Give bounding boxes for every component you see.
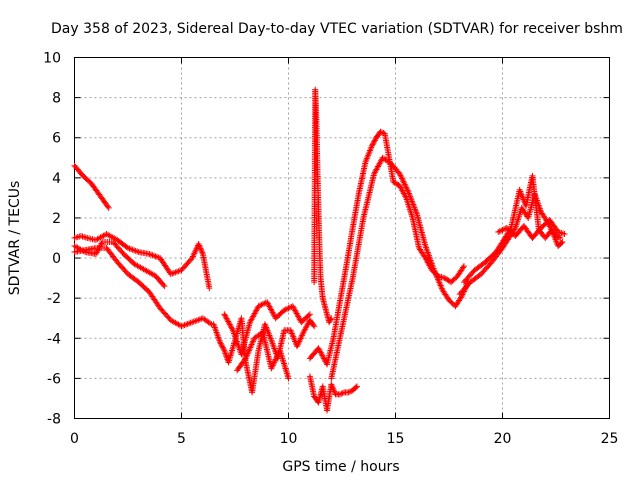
data-point-fill	[258, 301, 265, 308]
x-tick-label: 25	[601, 431, 619, 447]
data-point-fill	[217, 340, 224, 347]
data-point	[336, 391, 343, 398]
data-point	[306, 311, 313, 318]
y-tick-label: 6	[52, 131, 61, 147]
data-point-fill	[370, 140, 377, 147]
data-point-fill	[207, 320, 214, 327]
data-point	[561, 230, 568, 237]
data-point	[353, 383, 360, 390]
data-point-fill	[371, 138, 378, 145]
data-point-fill	[259, 301, 266, 308]
y-tick-label: -4	[47, 331, 61, 347]
data-point-fill	[331, 388, 338, 395]
data-point-fill	[371, 137, 378, 144]
data-point	[460, 263, 467, 270]
y-tick-label: 10	[43, 51, 61, 67]
data-point	[326, 319, 333, 326]
data-point	[206, 285, 213, 292]
data-point-fill	[555, 234, 562, 241]
plot-frame	[74, 57, 610, 419]
data-point-fill	[496, 228, 503, 235]
data-point-fill	[378, 129, 385, 136]
data-point	[217, 339, 224, 346]
x-axis-label: GPS time / hours	[282, 459, 399, 475]
data-point	[345, 389, 352, 396]
data-point-fill	[498, 227, 505, 234]
data-point-fill	[160, 281, 167, 288]
data-point-fill	[197, 245, 204, 252]
data-point-fill	[369, 141, 376, 148]
x-tick-label: 5	[177, 431, 186, 447]
data-point-fill	[327, 316, 334, 323]
data-point-fill	[229, 325, 236, 332]
data-point	[105, 204, 112, 211]
data-point-fill	[329, 384, 336, 391]
x-tick-label: 0	[70, 431, 79, 447]
y-tick-label: 2	[52, 211, 61, 227]
y-tick-label: -6	[47, 371, 61, 387]
data-point	[195, 241, 202, 248]
data-point-fill	[220, 345, 227, 352]
y-tick-label: 8	[52, 91, 61, 107]
data-point	[161, 283, 168, 290]
y-axis-label: SDTVAR / TECUs	[7, 181, 23, 296]
data-point-fill	[219, 344, 226, 351]
data-point	[495, 228, 502, 235]
x-tick-label: 10	[280, 431, 298, 447]
data-point-fill	[104, 203, 111, 210]
data-point-fill	[284, 305, 291, 312]
data-point	[377, 128, 384, 135]
x-tick-label: 15	[387, 431, 405, 447]
data-point-fill	[499, 226, 506, 233]
data-point-fill	[330, 387, 337, 394]
chart-title: Day 358 of 2023, Sidereal Day-to-day VTE…	[51, 21, 623, 37]
data-point-fill	[198, 248, 205, 255]
data-point-fill	[282, 306, 289, 313]
data-point-fill	[339, 390, 346, 397]
data-point-fill	[199, 249, 206, 256]
data-point-fill	[219, 343, 226, 350]
data-point-fill	[346, 388, 353, 395]
data-point-fill	[198, 246, 205, 253]
x-tick-label: 20	[494, 431, 512, 447]
data-point-fill	[285, 305, 292, 312]
data-point-fill	[326, 317, 333, 324]
data-point-fill	[305, 312, 312, 319]
data-point	[285, 375, 292, 382]
y-tick-label: -8	[47, 412, 61, 428]
data-point	[281, 307, 288, 314]
y-tick-label: 0	[52, 251, 61, 267]
data-point	[328, 381, 335, 388]
data-point-fill	[256, 302, 263, 309]
data-point-fill	[196, 243, 203, 250]
y-tick-label: -2	[47, 291, 61, 307]
data-point	[368, 142, 375, 149]
data-point-fill	[330, 385, 337, 392]
data-point-fill	[218, 341, 225, 348]
data-point-fill	[338, 390, 345, 397]
data-point-fill	[558, 240, 565, 247]
data-point-fill	[352, 384, 359, 391]
data-point	[559, 239, 566, 246]
data-point	[328, 315, 335, 322]
data-point	[255, 303, 262, 310]
data-point-fill	[328, 382, 335, 389]
y-tick-label: 4	[52, 171, 61, 187]
data-point-fill	[310, 322, 317, 329]
data-point	[557, 235, 564, 241]
data-point	[311, 323, 318, 330]
data-point-fill	[196, 242, 203, 249]
data-point-fill	[460, 264, 467, 271]
